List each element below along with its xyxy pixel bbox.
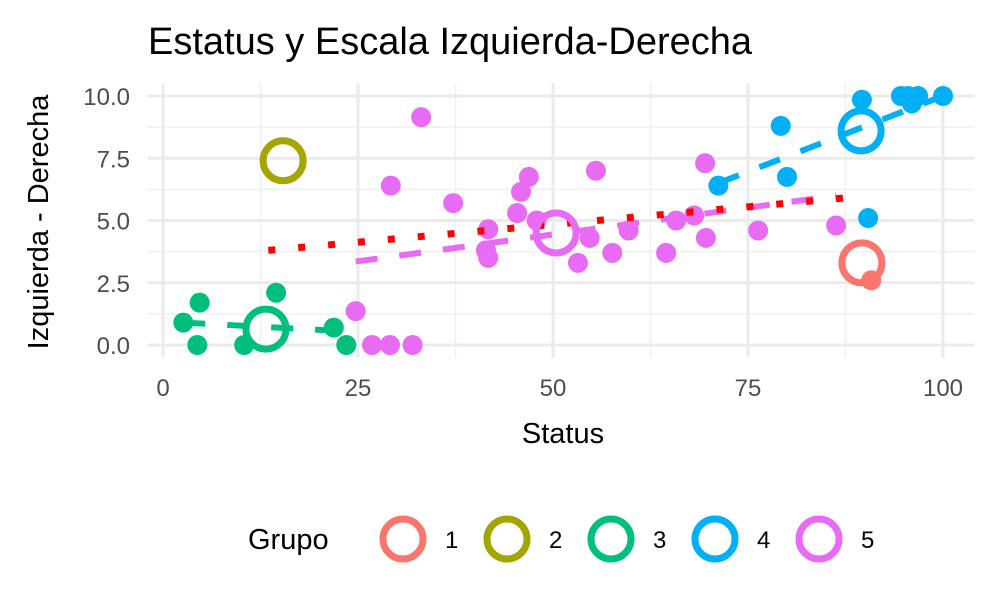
data-point-group-5 [443, 193, 464, 214]
data-point-group-5 [748, 220, 769, 241]
x-tick-label: 25 [345, 375, 372, 402]
centroid-group-4 [837, 107, 885, 155]
y-tick-label: 0.0 [97, 333, 130, 360]
data-point-group-5 [695, 227, 716, 248]
data-point-group-5 [379, 335, 400, 355]
data-point-group-5 [567, 252, 588, 273]
legend-label: 5 [861, 527, 874, 554]
data-point-group-3 [189, 292, 210, 313]
x-tick-label: 100 [923, 375, 963, 402]
legend-key-group-5 [795, 515, 843, 563]
legend: Grupo 1 2 3 4 5 [248, 515, 874, 563]
chart-title: Estatus y Escala Izquierda-Derecha [148, 21, 753, 63]
x-tick-label: 75 [735, 375, 762, 402]
legend-key-group-2 [483, 515, 531, 563]
centroid-group-2 [259, 137, 307, 185]
data-point-group-5 [362, 335, 383, 355]
data-point-group-4 [770, 115, 791, 136]
y-tick-label: 7.5 [97, 146, 130, 173]
centroid-group-5 [532, 209, 580, 257]
data-point-group-5 [411, 107, 432, 128]
data-point-group-5 [380, 175, 401, 196]
y-axis-label: Izquierda - Derecha [23, 94, 55, 350]
legend-label: 1 [445, 527, 458, 554]
data-point-group-5 [478, 247, 499, 268]
data-point-group-3 [266, 282, 287, 303]
data-point-group-3 [187, 335, 208, 355]
data-point-group-5 [695, 153, 716, 174]
data-point-group-5 [518, 166, 539, 187]
data-point-group-4 [897, 86, 918, 106]
y-tick-label: 10.0 [83, 84, 130, 111]
x-tick-label: 0 [156, 375, 169, 402]
data-point-group-4 [777, 166, 797, 187]
x-tick-label: 50 [540, 375, 567, 402]
data-point-group-4 [851, 89, 872, 110]
legend-key-group-1 [379, 515, 427, 563]
legend-label: 3 [653, 527, 666, 554]
data-point-group-5 [656, 242, 677, 263]
data-point-group-3 [336, 335, 357, 355]
legend-title: Grupo [248, 524, 329, 556]
legend-label: 4 [757, 527, 770, 554]
data-point-group-5 [602, 242, 623, 263]
data-point-group-5 [402, 335, 423, 355]
legend-key-group-4 [691, 515, 739, 563]
data-point-group-4 [858, 208, 879, 229]
trend-line-group-3 [183, 319, 347, 335]
y-tick-label: 2.5 [97, 271, 130, 298]
trend-line-group-5 [355, 192, 837, 265]
centroid-group-3 [242, 305, 290, 353]
legend-key-group-3 [587, 515, 635, 563]
data-point-group-5 [826, 215, 847, 236]
data-point-group-5 [585, 160, 606, 181]
data-point-group-5 [345, 301, 366, 322]
data-point-group-5 [511, 181, 532, 202]
y-tick-label: 5.0 [97, 209, 130, 236]
centroid-group-1 [838, 239, 886, 287]
data-point-group-5 [507, 203, 528, 224]
legend-label: 2 [549, 527, 562, 554]
x-axis-label: Status [522, 418, 604, 450]
